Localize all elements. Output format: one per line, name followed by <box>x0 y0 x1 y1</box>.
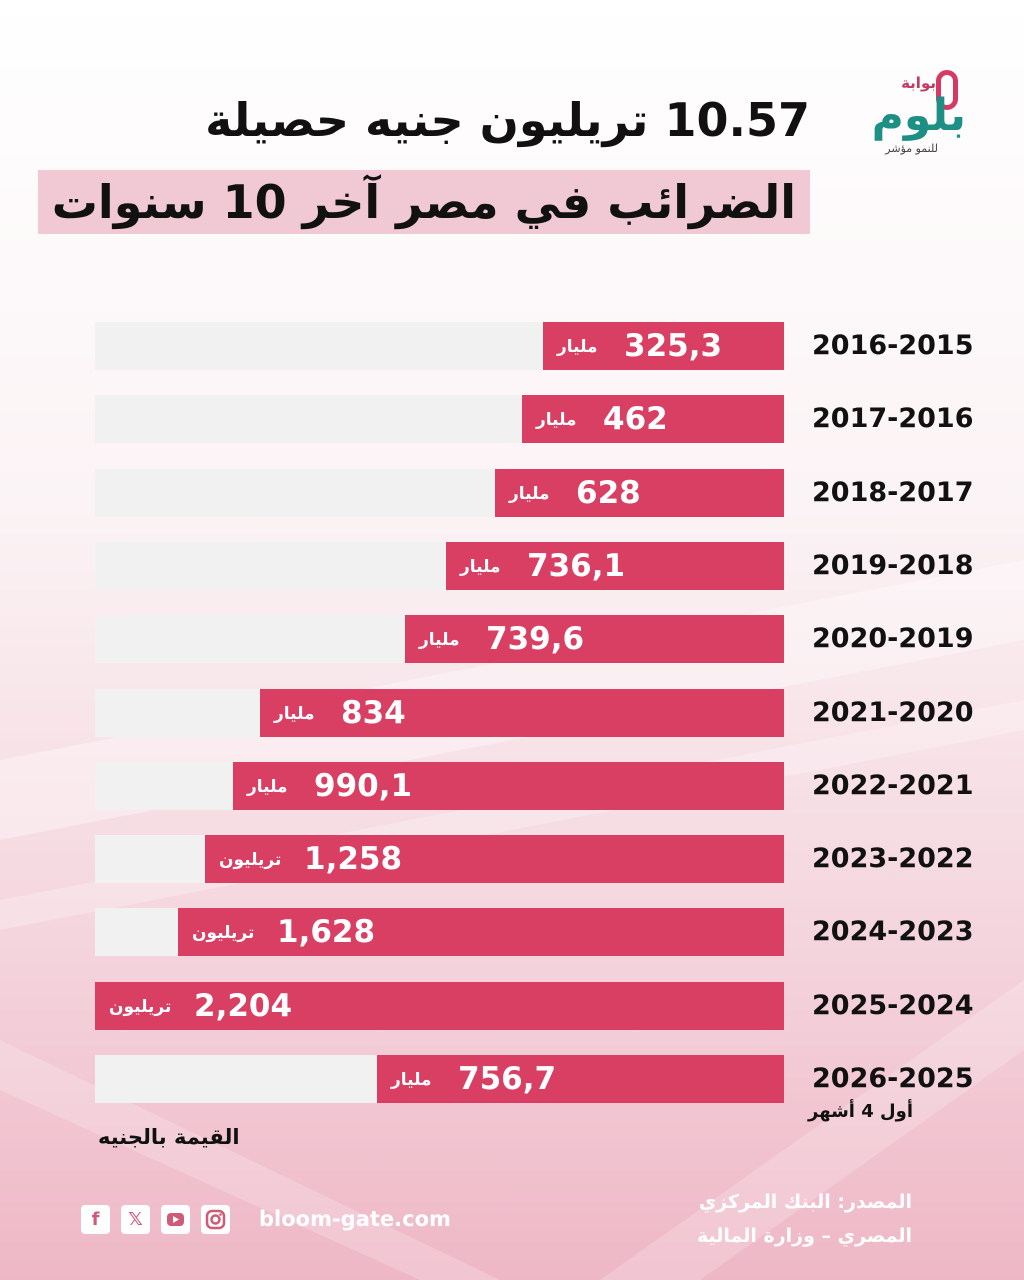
bar-unit-label: مليار <box>274 704 315 724</box>
category-label: 2020-2019 <box>812 623 974 654</box>
bar <box>446 542 784 590</box>
bar <box>543 322 784 370</box>
bar-row: مليار 736,1 2019-2018 <box>0 542 1024 592</box>
bar <box>522 395 784 443</box>
bar-unit-label: تريليون <box>109 997 172 1017</box>
bar-unit-label: مليار <box>391 1070 432 1090</box>
facebook-icon[interactable]: f <box>81 1205 110 1234</box>
bar-row: تريليون 2,204 2025-2024 <box>0 982 1024 1032</box>
category-label: 2016-2015 <box>812 330 974 361</box>
youtube-icon[interactable] <box>161 1205 190 1234</box>
bar-unit-label: مليار <box>557 337 598 357</box>
bar <box>405 615 784 663</box>
bar-unit-label: مليار <box>419 630 460 650</box>
bar <box>178 908 784 956</box>
category-label: 2018-2017 <box>812 477 974 508</box>
header: 10.57 تريليون جنيه حصيلة الضرائب في مصر … <box>0 0 1024 260</box>
brand-logo: بوابة بلوم للنمو مؤشر <box>838 70 988 165</box>
bar <box>205 835 784 883</box>
bar <box>95 982 784 1030</box>
bar-value-label: 628 <box>576 475 641 511</box>
category-label: 2023-2022 <box>812 843 974 874</box>
bar-row: مليار 739,6 2020-2019 <box>0 615 1024 665</box>
category-label: 2026-2025 <box>812 1063 974 1094</box>
category-label: 2019-2018 <box>812 550 974 581</box>
bar <box>233 762 784 810</box>
bar-value-label: 325,3 <box>624 328 723 364</box>
logo-tagline: للنمو مؤشر <box>885 142 938 155</box>
bar-value-label: 462 <box>603 401 668 437</box>
bar-value-label: 1,628 <box>277 914 376 950</box>
website-link[interactable]: bloom-gate.com <box>259 1207 451 1231</box>
bar <box>260 689 784 737</box>
bar-chart: مليار 325,3 2016-2015 مليار 462 2017-2016 مليا… <box>0 300 1024 1120</box>
microphone-icon <box>936 70 958 110</box>
bar-row: تريليون 1,258 2023-2022 <box>0 835 1024 885</box>
source-line-1: المصدر: البنك المركزي <box>698 1191 912 1213</box>
bar-row: مليار 834 2021-2020 <box>0 689 1024 739</box>
category-label: 2021-2020 <box>812 697 974 728</box>
bar-row: تريليون 1,628 2024-2023 <box>0 908 1024 958</box>
bar-value-label: 739,6 <box>486 621 585 657</box>
title-line-1: 10.57 تريليون جنيه حصيلة <box>205 93 810 147</box>
x-icon[interactable]: 𝕏 <box>121 1205 150 1234</box>
bar-unit-label: مليار <box>460 557 501 577</box>
bar-row: مليار 325,3 2016-2015 <box>0 322 1024 372</box>
bar-row: مليار 756,7 2026-2025 <box>0 1055 1024 1105</box>
bar-row: مليار 990,1 2022-2021 <box>0 762 1024 812</box>
instagram-icon[interactable] <box>201 1205 230 1234</box>
logo-brand-text: بلوم <box>871 90 968 141</box>
bar-value-label: 2,204 <box>194 988 293 1024</box>
bar-value-label: 834 <box>341 695 406 731</box>
bar-value-label: 990,1 <box>314 768 413 804</box>
title-line-2: الضرائب في مصر آخر 10 سنوات <box>37 170 810 234</box>
logo-small-text: بوابة <box>901 74 936 92</box>
category-label: 2017-2016 <box>812 403 974 434</box>
source-text: المصدر: البنك المركزي المصري – وزارة الم… <box>652 1185 912 1253</box>
bar <box>495 469 784 517</box>
category-label: 2025-2024 <box>812 990 974 1021</box>
bar-unit-label: مليار <box>509 484 550 504</box>
bar-value-label: 736,1 <box>527 548 626 584</box>
bar-value-label: 756,7 <box>458 1061 557 1097</box>
bar-unit-label: مليار <box>536 410 577 430</box>
bar-row: مليار 462 2017-2016 <box>0 395 1024 445</box>
category-label: 2022-2021 <box>812 770 974 801</box>
category-label: 2024-2023 <box>812 916 974 947</box>
bar-unit-label: مليار <box>247 777 288 797</box>
bar-value-label: 1,258 <box>304 841 403 877</box>
bar-unit-label: تريليون <box>192 923 255 943</box>
unit-label: القيمة بالجنيه <box>98 1125 240 1149</box>
bar-unit-label: تريليون <box>219 850 282 870</box>
chart-note: أول 4 أشهر <box>808 1101 913 1122</box>
bar-row: مليار 628 2018-2017 <box>0 469 1024 519</box>
bar <box>377 1055 784 1103</box>
source-line-2: المصري – وزارة المالية <box>696 1225 912 1247</box>
